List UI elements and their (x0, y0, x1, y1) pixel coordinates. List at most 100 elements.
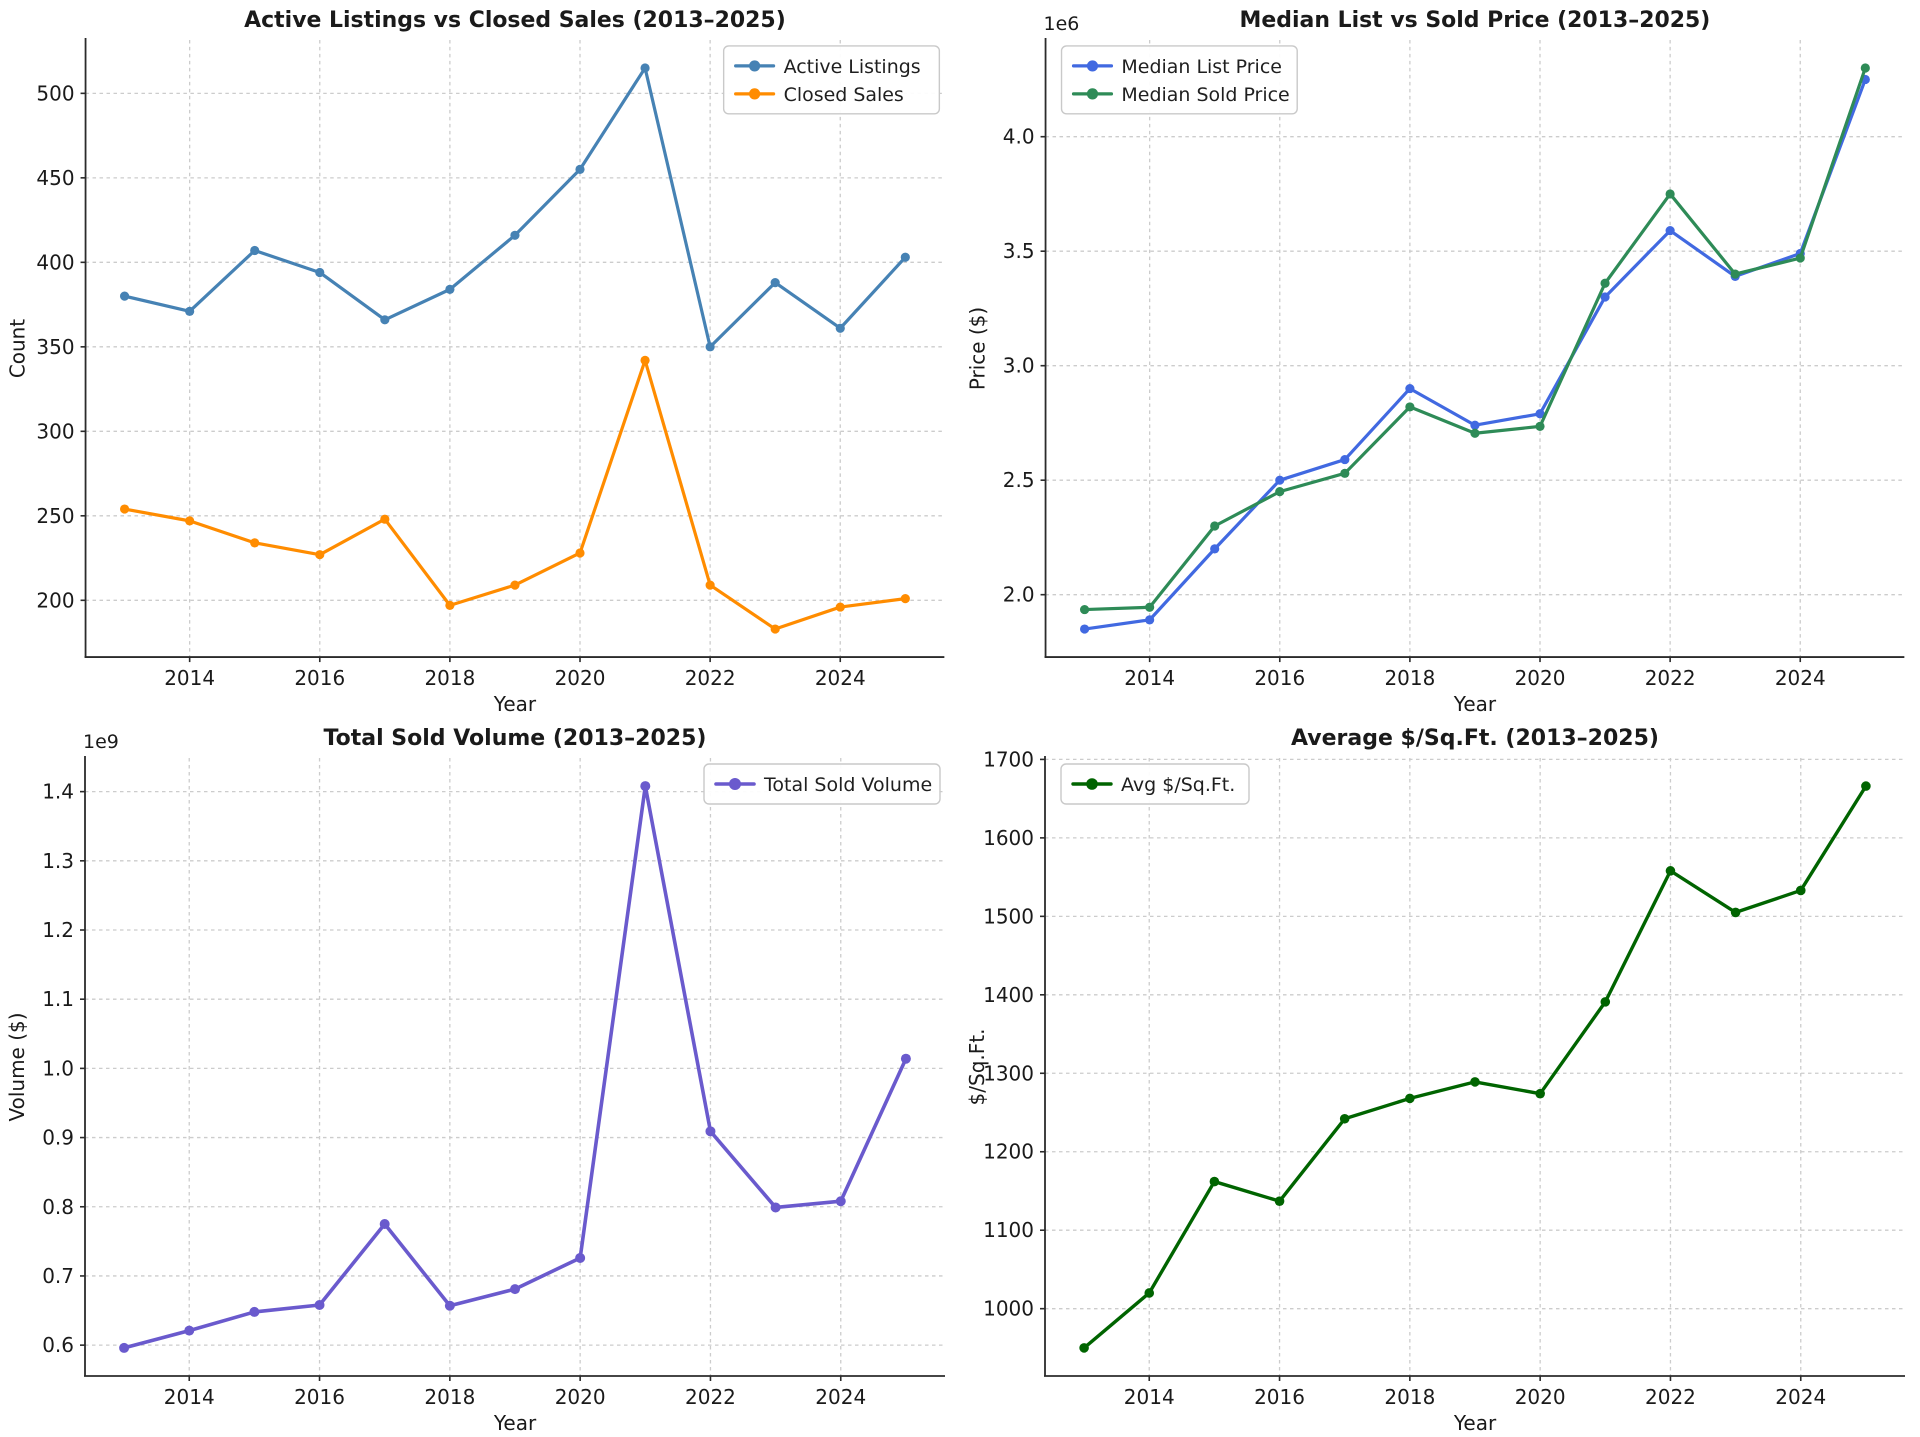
data-point-marker (510, 230, 520, 240)
data-point-marker (1340, 454, 1350, 465)
data-point-marker (1861, 781, 1871, 791)
y-tick-label: 1300 (983, 1061, 1034, 1085)
data-point-marker (1730, 907, 1741, 918)
data-point-marker (705, 1126, 716, 1137)
y-tick-label: 1500 (983, 904, 1034, 928)
data-point-marker (1600, 997, 1611, 1007)
legend-sample-marker (749, 88, 761, 100)
data-point-marker (1209, 1176, 1220, 1187)
x-tick-label: 2018 (424, 666, 475, 690)
y-tick-label: 1600 (983, 826, 1034, 850)
data-point-marker (1600, 292, 1610, 302)
y-tick-label: 2.0 (1003, 583, 1035, 607)
axis-ticks: 2014 2016 2018 2020 2022 2024 1000 1100 1200 1300… (983, 747, 1826, 1409)
legend-label: Avg $/Sq.Ft. (1121, 774, 1235, 796)
series-line-median-list-price (1082, 77, 1867, 631)
y-tick-label: 3.0 (1003, 354, 1035, 378)
data-point-marker (1340, 468, 1350, 478)
data-point-marker (1144, 1288, 1155, 1298)
data-point-marker (1079, 1343, 1089, 1353)
data-point-marker (510, 1284, 520, 1295)
series-total-sold-volume (119, 781, 911, 1353)
chart-canvas-sold-volume: 2014 2016 2018 2020 2022 2024 0.6 0.7 0.8 0.9 1.0 1… (5, 726, 945, 1435)
series-line-total-sold-volume (122, 784, 908, 1350)
x-tick-label: 2020 (555, 1385, 606, 1409)
x-tick-label: 2020 (1515, 666, 1566, 690)
y-tick-label: 1200 (983, 1140, 1034, 1164)
data-point-marker (1795, 253, 1805, 263)
data-point-marker (1275, 475, 1285, 485)
y-tick-label: 1700 (983, 747, 1034, 771)
y-tick-label: 0.6 (42, 1333, 74, 1357)
y-tick-label: 1.1 (42, 987, 74, 1011)
y-tick-label: 250 (36, 504, 74, 528)
data-point-marker (770, 1202, 781, 1213)
data-point-marker (1274, 1196, 1285, 1206)
series-avg-sq-ft (1079, 781, 1871, 1353)
chart-total-sold-volume: 2014 2016 2018 2020 2022 2024 0.6 0.7 0.8 0.9 1.0 1… (0, 718, 960, 1437)
data-point-marker (379, 1219, 390, 1230)
gridlines (1045, 758, 1905, 1376)
data-point-marker (835, 602, 845, 612)
legend: Median List Price Median Sold Price (1060, 45, 1298, 115)
data-point-marker (1730, 269, 1740, 279)
chart-active-listings-vs-closed-sales: 2014 2016 2018 2020 2022 2024 200 250 300 350 400 4… (0, 0, 960, 718)
data-point-marker (900, 594, 910, 604)
axis-ticks: 2014 2016 2018 2020 2022 2024 200 250 300 350 400 4… (36, 81, 865, 690)
data-point-marker (250, 538, 260, 548)
y-tick-label: 500 (36, 81, 74, 105)
data-point-marker (185, 516, 195, 526)
y-tick-label: 300 (36, 419, 74, 443)
data-point-marker (900, 252, 910, 262)
data-point-marker (1470, 428, 1480, 438)
axes-spines (84, 37, 945, 658)
chart-average-price-per-sqft: 2014 2016 2018 2020 2022 2024 1000 1100 1200 1300… (960, 718, 1920, 1437)
data-point-marker (510, 580, 520, 590)
data-point-marker (575, 164, 585, 174)
x-tick-label: 2018 (1384, 1385, 1435, 1409)
chart-title: Median List vs Sold Price (2013–2025) (1240, 8, 1711, 33)
legend: Active Listings Closed Sales (722, 45, 941, 115)
x-tick-label: 2022 (1645, 666, 1696, 690)
data-point-marker (250, 245, 260, 256)
data-point-marker (1145, 615, 1155, 625)
x-tick-label: 2016 (1254, 666, 1305, 690)
data-point-marker (1210, 544, 1220, 554)
data-point-marker (770, 278, 780, 288)
data-point-marker (705, 580, 715, 590)
x-tick-label: 2024 (815, 1385, 866, 1409)
axes-spines (1044, 756, 1905, 1377)
x-axis-label: Year (1453, 692, 1497, 716)
data-point-marker (1470, 420, 1480, 430)
x-tick-label: 2014 (1124, 1385, 1175, 1409)
legend-sample-marker (749, 60, 761, 72)
y-tick-label: 350 (36, 335, 74, 359)
chart-median-list-vs-sold-price: 2014 2016 2018 2020 2022 2024 2.0 2.5 3.0 3.5 4.0 1… (960, 0, 1920, 718)
x-axis-label: Year (1453, 1411, 1497, 1435)
x-tick-label: 2016 (294, 666, 345, 690)
data-point-marker (1339, 1113, 1350, 1124)
axes-spines (84, 756, 945, 1377)
data-point-marker (1405, 402, 1415, 412)
y-tick-label: 1400 (983, 983, 1034, 1007)
data-point-marker (314, 1300, 325, 1311)
y-tick-label: 1.4 (42, 780, 74, 804)
data-point-marker (640, 355, 650, 365)
y-tick-label: 200 (36, 588, 74, 612)
series-line-median-sold-price (1082, 66, 1867, 612)
y-tick-label: 1000 (983, 1297, 1034, 1321)
gridlines (1045, 39, 1905, 658)
y-tick-label: 1.0 (42, 1056, 74, 1080)
y-tick-label: 4.0 (1003, 125, 1035, 149)
x-tick-label: 2018 (424, 1385, 475, 1409)
series-median-list-price (1079, 74, 1870, 634)
data-point-marker (185, 306, 195, 316)
x-tick-label: 2022 (685, 1385, 736, 1409)
legend-sample-marker (729, 778, 741, 790)
y-tick-label: 0.9 (42, 1126, 74, 1150)
data-point-marker (1535, 409, 1545, 419)
data-point-marker (315, 267, 325, 278)
y-tick-label: 0.8 (42, 1195, 74, 1219)
data-point-marker (1275, 487, 1285, 497)
legend-label: Total Sold Volume (763, 774, 932, 796)
